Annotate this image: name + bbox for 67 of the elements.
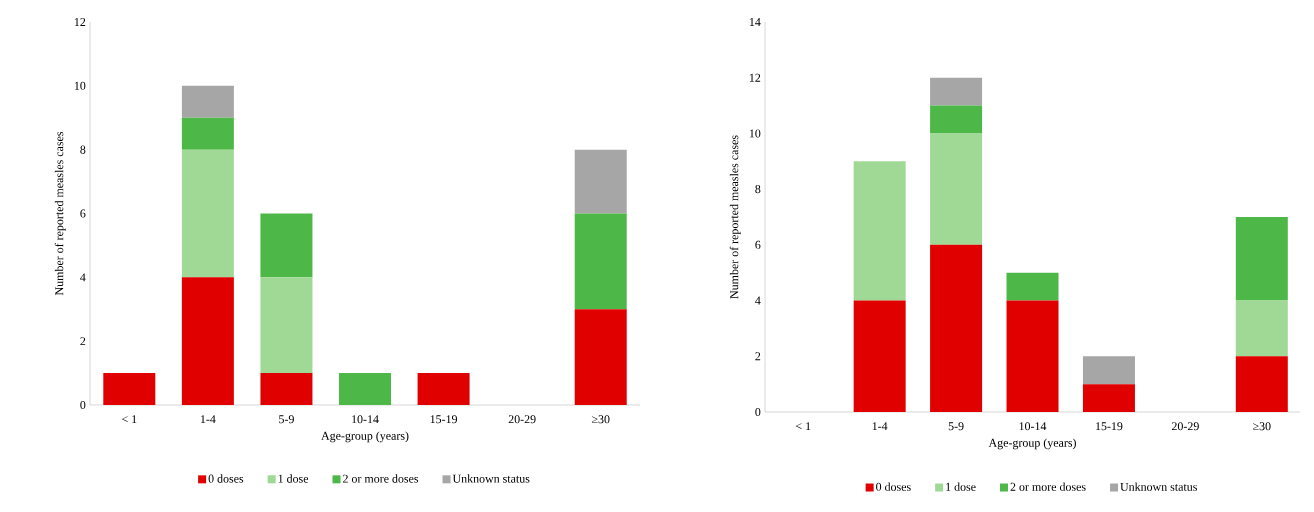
x-axis-title: Age-group (years) xyxy=(988,438,1076,450)
y-tick-label: 14 xyxy=(749,18,761,26)
bar xyxy=(417,373,470,405)
y-tick-label: 4 xyxy=(80,273,86,282)
bar xyxy=(260,277,313,374)
bar xyxy=(181,149,234,278)
legend-label: Unknown status xyxy=(452,474,530,483)
bar xyxy=(339,373,392,405)
x-tick-label: 15-19 xyxy=(1096,422,1123,431)
bar xyxy=(260,373,313,405)
bar xyxy=(930,244,983,412)
y-tick-label: 12 xyxy=(749,73,761,82)
y-tick-label: 6 xyxy=(80,209,86,218)
x-tick-label: < 1 xyxy=(122,415,137,424)
y-axis-title: Number of reported measles cases xyxy=(54,131,66,296)
bar xyxy=(853,300,906,412)
legend-label: 1 dose xyxy=(946,482,976,491)
x-tick-label: 1-4 xyxy=(872,422,888,431)
legend-label: 2 or more doses xyxy=(1010,482,1086,491)
y-tick-label: 8 xyxy=(80,145,86,154)
legend-label: 0 doses xyxy=(876,482,911,491)
x-tick-label: 10-14 xyxy=(1019,422,1047,431)
y-tick-label: 12 xyxy=(74,18,86,26)
x-axis-title: Age-group (years) xyxy=(321,431,409,443)
x-tick-label: 20-29 xyxy=(508,415,536,424)
bar xyxy=(574,309,627,405)
y-tick-label: 2 xyxy=(80,337,86,346)
bar xyxy=(260,213,313,278)
bar xyxy=(103,373,156,405)
x-tick-label: ≥30 xyxy=(591,415,610,424)
legend-label: 2 or more doses xyxy=(343,474,419,483)
x-tick-label: 15-19 xyxy=(430,415,458,424)
bar xyxy=(574,213,627,310)
y-tick-label: 4 xyxy=(755,296,761,305)
bar xyxy=(181,117,234,150)
x-tick-label: 20-29 xyxy=(1171,422,1199,431)
x-tick-label: 5-9 xyxy=(279,415,294,424)
bar xyxy=(1235,216,1288,301)
legend-label: Unknown status xyxy=(1120,482,1197,491)
y-tick-label: 10 xyxy=(749,129,761,138)
x-tick-label: 10-14 xyxy=(352,415,379,424)
bar xyxy=(1235,356,1288,412)
x-tick-label: < 1 xyxy=(795,422,811,431)
y-tick-label: 6 xyxy=(755,240,761,249)
y-tick-label: 10 xyxy=(74,81,86,90)
bar xyxy=(1006,300,1059,412)
bar xyxy=(574,149,627,214)
bar xyxy=(181,277,234,405)
bar xyxy=(1082,384,1135,412)
y-tick-label: 2 xyxy=(755,352,761,361)
x-tick-label: ≥30 xyxy=(1253,422,1271,431)
x-tick-label: 5-9 xyxy=(948,422,964,431)
y-tick-label: 0 xyxy=(80,400,86,410)
bar xyxy=(930,133,983,245)
bar xyxy=(1082,356,1135,385)
legend-label: 1 dose xyxy=(278,474,309,483)
bar xyxy=(1006,272,1059,301)
legend-label: 0 doses xyxy=(208,474,244,483)
bar xyxy=(853,161,906,301)
y-axis-title: Number of reported measles cases xyxy=(729,135,741,299)
y-tick-label: 0 xyxy=(755,407,761,417)
bar xyxy=(930,77,983,106)
x-tick-label: 1-4 xyxy=(200,415,216,424)
bar xyxy=(181,85,234,118)
bar xyxy=(1235,300,1288,357)
y-tick-label: 8 xyxy=(755,185,761,194)
bar xyxy=(930,105,983,134)
